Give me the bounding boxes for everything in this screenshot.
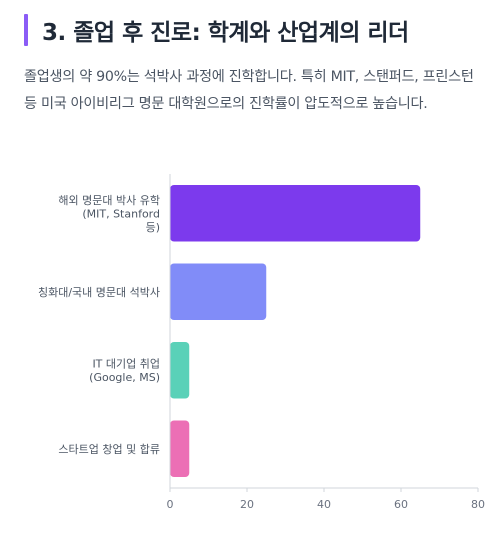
bar-2 xyxy=(170,341,190,399)
x-tick-label: 80 xyxy=(471,498,485,511)
career-bar-chart: 0 20 40 60 80 해외 명문대 박사 유학 (MIT, Stanford 등) 칭화… xyxy=(38,174,485,511)
category-label-3: 스타트업 창업 및 합류 xyxy=(58,443,160,456)
bar-3 xyxy=(170,420,190,478)
category-labels-group: 해외 명문대 박사 유학 (MIT, Stanford 등) 칭화대/국내 명문대 석… xyxy=(38,193,160,456)
category-label-line: IT 대기업 취업 xyxy=(92,358,160,371)
section-description: 졸업생의 약 90%는 석박사 과정에 진학합니다. 특히 MIT, 스탠퍼드,… xyxy=(24,69,474,112)
title-accent-bar xyxy=(24,14,28,46)
category-label-1: 칭화대/국내 명문대 석박사 xyxy=(38,286,160,299)
bar-0 xyxy=(170,184,421,242)
category-label-line: 등) xyxy=(146,221,160,234)
x-ticks-group: 0 20 40 60 80 xyxy=(167,488,485,511)
category-label-0: 해외 명문대 박사 유학 (MIT, Stanford 등) xyxy=(58,193,160,234)
bars-group xyxy=(170,184,421,478)
category-label-line: 스타트업 창업 및 합류 xyxy=(58,443,160,456)
category-label-line: (Google, MS) xyxy=(89,371,160,384)
category-label-line: 칭화대/국내 명문대 석박사 xyxy=(38,286,160,299)
section-header: 3. 졸업 후 진로: 학계와 산업계의 리더 xyxy=(24,14,409,46)
x-tick-label: 40 xyxy=(317,498,331,511)
category-label-2: IT 대기업 취업 (Google, MS) xyxy=(89,358,160,385)
category-label-line: 해외 명문대 박사 유학 xyxy=(58,193,160,207)
x-tick-label: 0 xyxy=(167,498,174,511)
section-title: 3. 졸업 후 진로: 학계와 산업계의 리더 xyxy=(42,20,409,46)
category-label-line: (MIT, Stanford xyxy=(82,207,160,220)
x-tick-label: 60 xyxy=(394,498,408,511)
bar-1 xyxy=(170,263,267,321)
x-tick-label: 20 xyxy=(240,498,254,511)
